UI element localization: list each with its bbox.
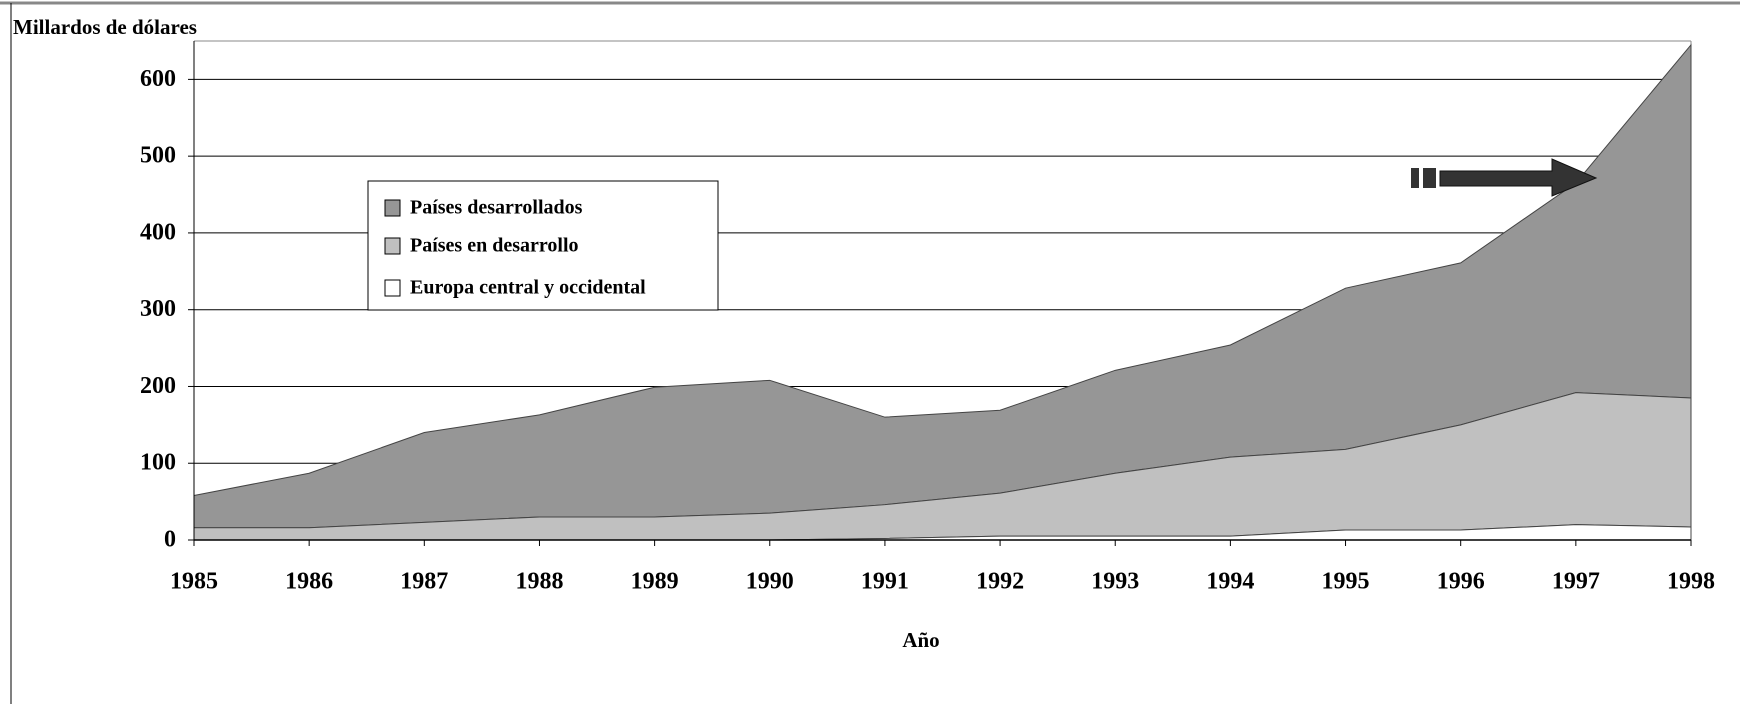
y-tick-label: 100 — [140, 450, 176, 476]
x-tick-label: 1996 — [1437, 569, 1485, 595]
x-tick-label: 1998 — [1667, 569, 1715, 595]
x-tick-label: 1988 — [515, 569, 563, 595]
x-tick-label: 1987 — [400, 569, 448, 595]
x-tick-label: 1991 — [861, 569, 909, 595]
arrow — [1411, 158, 1598, 197]
y-tick-label: 300 — [140, 296, 176, 322]
legend: Países desarrollados Países en desarrollo… — [367, 180, 719, 311]
y-tick-label: 400 — [140, 219, 176, 245]
arrow-dash — [1423, 168, 1436, 188]
legend-label: Países desarrollados — [410, 197, 583, 219]
y-tick-label: 500 — [140, 143, 176, 169]
y-tick-label: 600 — [140, 66, 176, 92]
y-tick-label: 0 — [164, 527, 176, 553]
x-tick-label: 1995 — [1322, 569, 1370, 595]
x-tick-label: 1986 — [285, 569, 333, 595]
legend-label: Países en desarrollo — [410, 235, 579, 257]
legend-swatch — [384, 199, 401, 217]
x-tick-label: 1985 — [170, 569, 218, 595]
x-tick-label: 1990 — [746, 569, 794, 595]
legend-box — [367, 180, 719, 311]
x-tick-label: 1994 — [1206, 569, 1254, 595]
x-tick-label: 1992 — [976, 569, 1024, 595]
x-axis-title: Año — [902, 628, 939, 652]
arrow-body — [1439, 158, 1598, 197]
legend-swatch — [384, 279, 401, 297]
x-tick-label: 1997 — [1552, 569, 1600, 595]
y-axis-title: Millardos de dólares — [13, 15, 197, 39]
x-tick-label: 1993 — [1091, 569, 1139, 595]
x-tick-label: 1989 — [631, 569, 679, 595]
y-tick-label: 200 — [140, 373, 176, 399]
legend-swatch — [384, 237, 401, 255]
legend-label: Europa central y occidental — [410, 277, 646, 299]
arrow-dash — [1411, 168, 1419, 188]
